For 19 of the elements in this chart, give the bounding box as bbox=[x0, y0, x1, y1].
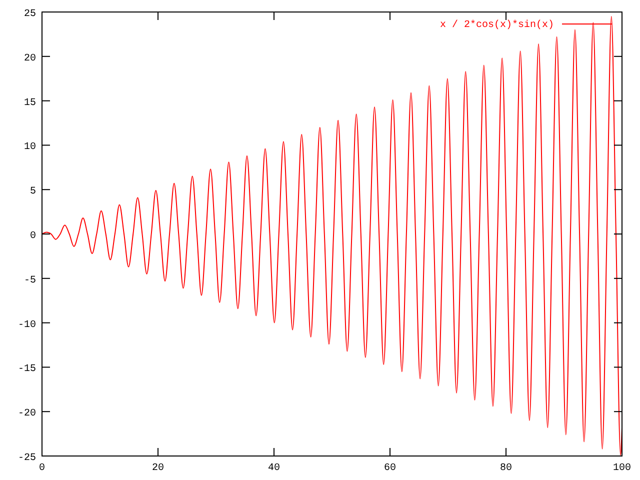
y-tick-label: -20 bbox=[18, 408, 36, 420]
y-tick-label: 5 bbox=[30, 186, 36, 198]
x-tick-label: 80 bbox=[500, 463, 512, 474]
y-tick-label: 25 bbox=[24, 9, 36, 20]
y-tick-label: 0 bbox=[30, 231, 36, 242]
y-tick-label: 15 bbox=[24, 98, 36, 109]
x-tick-label: 40 bbox=[268, 463, 280, 474]
y-tick-label: -10 bbox=[18, 320, 36, 331]
x-tick-label: 60 bbox=[384, 463, 396, 474]
legend-label: x / 2*cos(x)*sin(x) bbox=[440, 19, 554, 31]
line-series bbox=[42, 16, 622, 456]
y-tick-label: 20 bbox=[24, 53, 36, 64]
y-tick-label: 10 bbox=[24, 142, 36, 154]
y-tick-label: -15 bbox=[18, 364, 36, 376]
x-tick-label: 0 bbox=[38, 463, 46, 474]
x-tick-label: 100 bbox=[612, 463, 632, 474]
y-tick-label: -5 bbox=[24, 275, 36, 286]
x-tick-label: 20 bbox=[152, 463, 164, 474]
y-tick-label: -25 bbox=[18, 453, 36, 464]
